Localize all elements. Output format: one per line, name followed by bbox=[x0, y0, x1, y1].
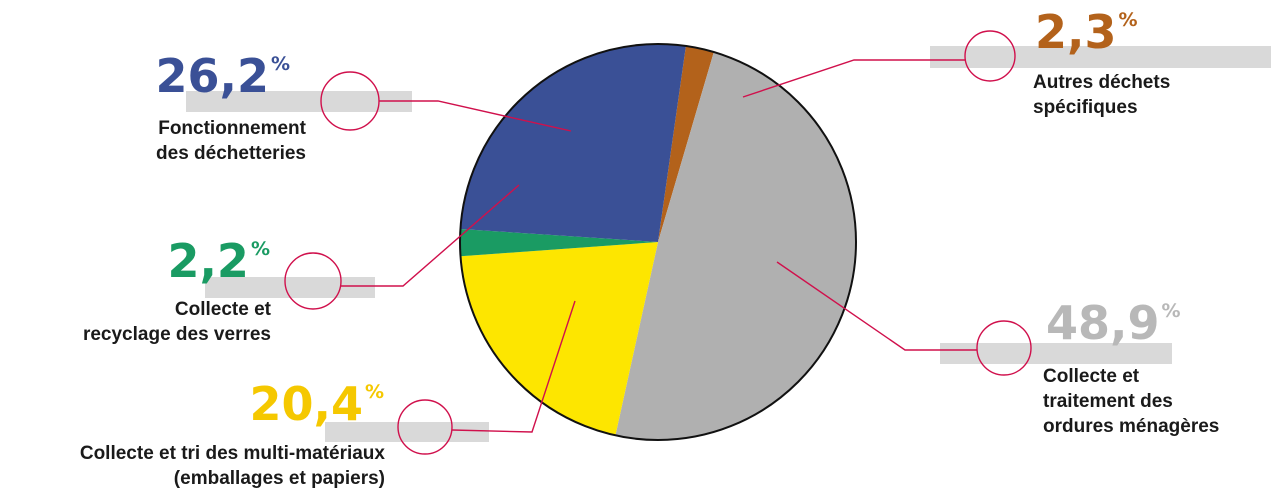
pie-slice-decheteries bbox=[460, 44, 686, 242]
category-label: Collecte et traitement des ordures ménagèr… bbox=[1043, 366, 1219, 437]
category-label-line: Fonctionnement bbox=[158, 118, 306, 139]
category-label-line: Autres déchets bbox=[1033, 72, 1170, 93]
percent-label: 2,2% bbox=[167, 234, 270, 288]
category-label-line: ordures ménagères bbox=[1043, 416, 1219, 437]
annotation-verres: 2,2 % Collecte et recyclage des verres bbox=[83, 184, 520, 345]
percent-value: 20,4 bbox=[249, 377, 363, 431]
callout-circle bbox=[976, 320, 1032, 376]
annotation-autres: 2,3 % Autres déchets spécifiques bbox=[742, 5, 1271, 118]
pie-slice-verres bbox=[460, 228, 658, 257]
category-label: Fonctionnement des déchetteries bbox=[156, 118, 307, 164]
annotation-multi: 20,4 % Collecte et tri des multi-matériaux… bbox=[80, 300, 576, 489]
highlight-bar bbox=[205, 277, 375, 298]
highlight-bar bbox=[940, 343, 1172, 364]
percent-value: 26,2 bbox=[155, 49, 269, 103]
category-label-line: spécifiques bbox=[1033, 97, 1138, 118]
pie-outline bbox=[459, 43, 857, 441]
percent-symbol: % bbox=[1162, 300, 1181, 322]
leader-line bbox=[341, 184, 520, 287]
leader-line bbox=[379, 100, 572, 132]
leader-line bbox=[776, 261, 977, 351]
category-label: Collecte et tri des multi-matériaux (emba… bbox=[80, 443, 386, 489]
category-label-line: Collecte et tri des multi-matériaux bbox=[80, 443, 386, 464]
category-label-line: traitement des bbox=[1043, 391, 1173, 412]
percent-symbol: % bbox=[251, 238, 270, 260]
leader-line bbox=[742, 59, 966, 98]
callout-circle bbox=[397, 399, 453, 455]
highlight-bar bbox=[186, 91, 412, 112]
category-label-line: recyclage des verres bbox=[83, 324, 271, 345]
percent-label: 26,2% bbox=[155, 49, 290, 103]
category-label: Autres déchets spécifiques bbox=[1033, 72, 1170, 118]
callout-circle bbox=[284, 252, 342, 310]
leader-line bbox=[451, 300, 576, 433]
percent-value: 2,2 bbox=[167, 234, 249, 288]
percent-symbol: % bbox=[271, 53, 290, 75]
percent-symbol: % bbox=[365, 381, 384, 403]
highlight-bar bbox=[325, 422, 489, 442]
callout-circle bbox=[964, 30, 1016, 82]
pie-slice-multi bbox=[460, 242, 658, 436]
callout-circle bbox=[320, 71, 380, 131]
annotation-decheteries: 26,2 % Fonctionnement des déchetteries bbox=[155, 49, 572, 164]
pie-slice-autres bbox=[658, 45, 714, 243]
percent-symbol: % bbox=[1119, 9, 1138, 31]
percent-label: 20,4% bbox=[249, 377, 384, 431]
category-label-line: des déchetteries bbox=[156, 143, 306, 164]
percent-label: 2,3% bbox=[1035, 5, 1138, 59]
percent-value: 2,3 bbox=[1035, 5, 1117, 59]
category-label: Collecte et recyclage des verres bbox=[83, 299, 272, 345]
annotation-ordures: 48,9 % Collecte et traitement des ordures mé… bbox=[776, 261, 1219, 437]
category-label-line: Collecte et bbox=[1043, 366, 1140, 387]
percent-value: 48,9 bbox=[1046, 296, 1160, 350]
pie-slice-ordures bbox=[615, 52, 857, 441]
category-label-line: Collecte et bbox=[175, 299, 272, 320]
category-label-line: (emballages et papiers) bbox=[174, 468, 385, 489]
pie-slices bbox=[460, 44, 857, 441]
percent-label: 48,9% bbox=[1046, 296, 1181, 350]
